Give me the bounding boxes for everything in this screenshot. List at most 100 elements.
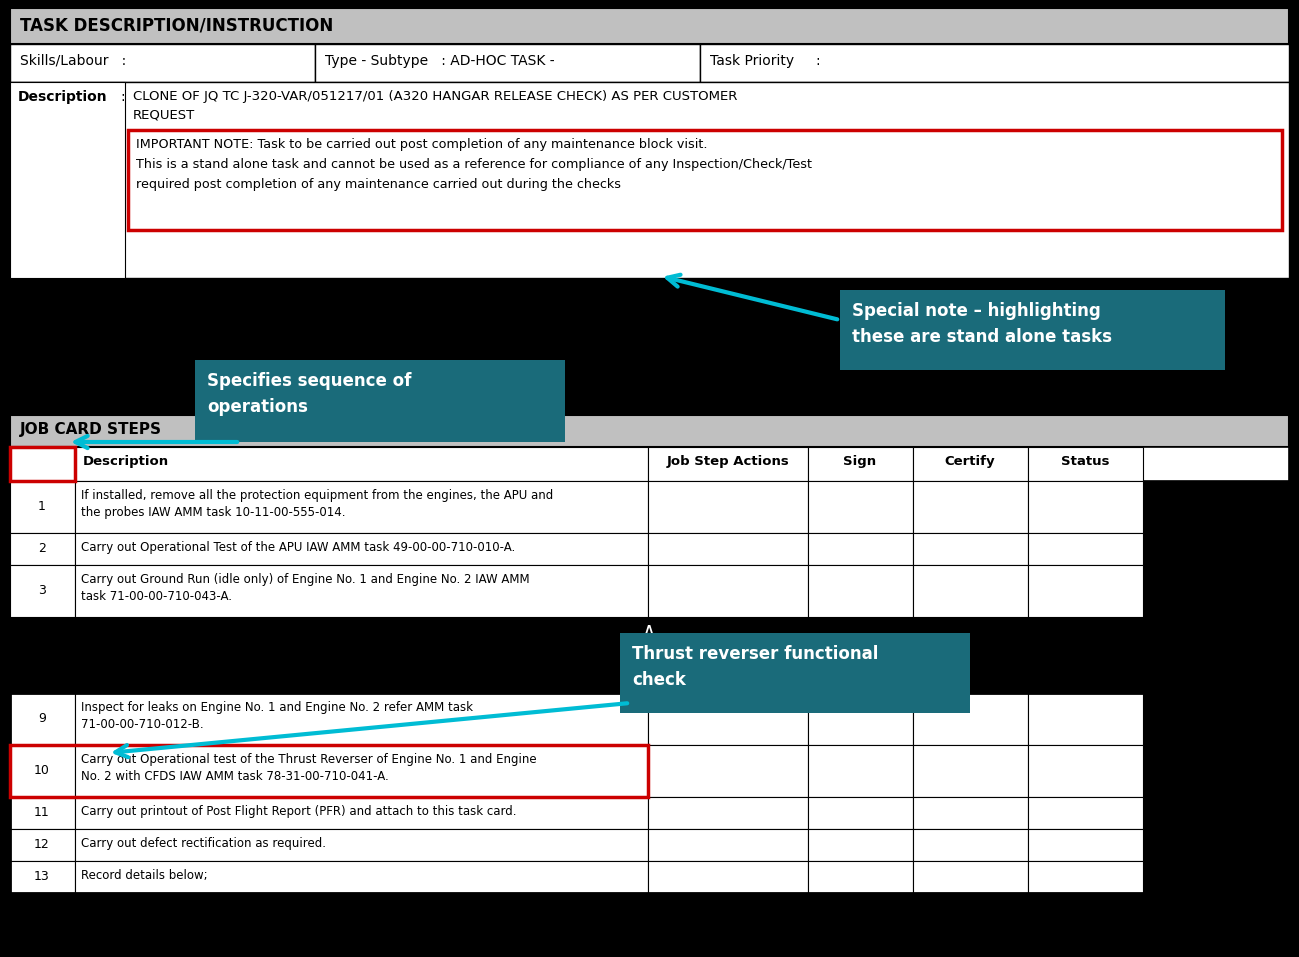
- Bar: [913, 565, 1028, 617]
- Text: 2: 2: [38, 543, 45, 555]
- Bar: [808, 797, 913, 829]
- Bar: [10, 82, 1289, 278]
- Text: Carry out printout of Post Flight Report (PFR) and attach to this task card.: Carry out printout of Post Flight Report…: [81, 805, 517, 818]
- Text: Inspect for leaks on Engine No. 1 and Engine No. 2 refer AMM task
71-00-00-710-0: Inspect for leaks on Engine No. 1 and En…: [81, 701, 473, 731]
- Text: CLONE OF JQ TC J-320-VAR/051217/01 (A320 HANGAR RELEASE CHECK) AS PER CUSTOMER: CLONE OF JQ TC J-320-VAR/051217/01 (A320…: [132, 90, 738, 103]
- Text: Record details below;: Record details below;: [81, 869, 208, 882]
- Bar: [913, 745, 1028, 797]
- Bar: [10, 8, 1289, 44]
- Text: Sign: Sign: [843, 455, 877, 468]
- Bar: [10, 693, 1289, 893]
- Bar: [75, 533, 648, 565]
- Text: required post completion of any maintenance carried out during the checks: required post completion of any maintena…: [136, 178, 621, 191]
- Text: 1: 1: [38, 501, 45, 514]
- Bar: [75, 861, 648, 893]
- Text: 9: 9: [38, 713, 45, 725]
- Bar: [913, 861, 1028, 893]
- Bar: [10, 415, 1289, 447]
- Bar: [1028, 533, 1143, 565]
- Bar: [10, 447, 75, 481]
- Text: Certify: Certify: [944, 455, 995, 468]
- Bar: [195, 360, 565, 442]
- Bar: [10, 565, 75, 617]
- Text: 13: 13: [34, 871, 49, 883]
- Text: 3: 3: [38, 585, 45, 597]
- Bar: [1028, 745, 1143, 797]
- Bar: [648, 693, 808, 745]
- Text: Carry out Operational Test of the APU IAW AMM task 49-00-00-710-010-A.: Carry out Operational Test of the APU IA…: [81, 541, 516, 554]
- Bar: [913, 533, 1028, 565]
- Bar: [10, 8, 1289, 278]
- Text: Thrust reverser functional
check: Thrust reverser functional check: [633, 645, 878, 689]
- Bar: [75, 745, 648, 797]
- Bar: [10, 617, 1289, 645]
- Text: Task Priority     :: Task Priority :: [711, 54, 821, 68]
- Bar: [75, 481, 648, 533]
- Bar: [75, 447, 648, 481]
- Bar: [75, 693, 648, 745]
- Text: Status: Status: [1061, 455, 1109, 468]
- Bar: [913, 481, 1028, 533]
- Text: :: :: [120, 90, 125, 104]
- Bar: [620, 633, 970, 713]
- Bar: [1028, 481, 1143, 533]
- Text: Description: Description: [18, 90, 108, 104]
- Bar: [10, 533, 75, 565]
- Bar: [648, 829, 808, 861]
- Bar: [648, 447, 808, 481]
- Text: Job Step Actions: Job Step Actions: [666, 455, 790, 468]
- Bar: [314, 44, 700, 82]
- Bar: [75, 565, 648, 617]
- Bar: [10, 829, 75, 861]
- Bar: [808, 481, 913, 533]
- Bar: [75, 797, 648, 829]
- Bar: [913, 797, 1028, 829]
- Bar: [1028, 447, 1143, 481]
- Bar: [10, 44, 314, 82]
- Bar: [1028, 861, 1143, 893]
- Text: Order: Order: [18, 455, 61, 468]
- Bar: [129, 130, 1282, 230]
- Bar: [75, 829, 648, 861]
- Text: TASK DESCRIPTION/INSTRUCTION: TASK DESCRIPTION/INSTRUCTION: [19, 16, 334, 34]
- Bar: [1028, 797, 1143, 829]
- Text: Type - Subtype   : AD-HOC TASK -: Type - Subtype : AD-HOC TASK -: [325, 54, 555, 68]
- Bar: [808, 447, 913, 481]
- Bar: [10, 745, 648, 797]
- Text: Special note – highlighting
these are stand alone tasks: Special note – highlighting these are st…: [852, 302, 1112, 346]
- Text: This is a stand alone task and cannot be used as a reference for compliance of a: This is a stand alone task and cannot be…: [136, 158, 812, 171]
- Text: Description: Description: [83, 455, 169, 468]
- Bar: [648, 565, 808, 617]
- Text: ∧: ∧: [642, 621, 656, 640]
- Bar: [808, 693, 913, 745]
- Text: Specifies sequence of
operations: Specifies sequence of operations: [207, 372, 412, 416]
- Text: REQUEST: REQUEST: [132, 108, 195, 121]
- Bar: [648, 533, 808, 565]
- Bar: [648, 481, 808, 533]
- Text: Carry out Ground Run (idle only) of Engine No. 1 and Engine No. 2 IAW AMM
task 7: Carry out Ground Run (idle only) of Engi…: [81, 573, 530, 603]
- Bar: [808, 533, 913, 565]
- Bar: [10, 481, 75, 533]
- Bar: [808, 565, 913, 617]
- Bar: [648, 797, 808, 829]
- Bar: [10, 745, 75, 797]
- Bar: [913, 829, 1028, 861]
- Bar: [648, 745, 808, 797]
- Text: 11: 11: [34, 807, 49, 819]
- Text: IMPORTANT NOTE: Task to be carried out post completion of any maintenance block : IMPORTANT NOTE: Task to be carried out p…: [136, 138, 708, 151]
- Bar: [10, 447, 1289, 481]
- Bar: [1028, 829, 1143, 861]
- Bar: [10, 447, 75, 481]
- Bar: [808, 829, 913, 861]
- Bar: [1028, 565, 1143, 617]
- Bar: [913, 447, 1028, 481]
- Bar: [10, 861, 75, 893]
- Bar: [913, 693, 1028, 745]
- Text: Carry out Operational test of the Thrust Reverser of Engine No. 1 and Engine
No.: Carry out Operational test of the Thrust…: [81, 753, 536, 783]
- Text: Carry out defect rectification as required.: Carry out defect rectification as requir…: [81, 837, 326, 850]
- Bar: [700, 44, 1289, 82]
- Text: 12: 12: [34, 838, 49, 852]
- Bar: [648, 861, 808, 893]
- Bar: [808, 745, 913, 797]
- Text: JOB CARD STEPS: JOB CARD STEPS: [19, 422, 162, 437]
